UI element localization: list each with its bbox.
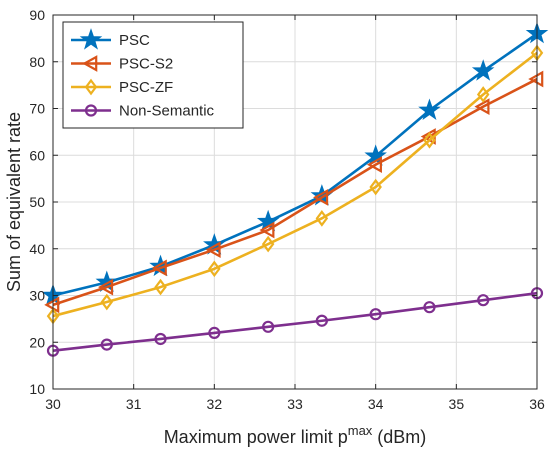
legend-marker bbox=[79, 28, 103, 50]
data-point bbox=[471, 59, 495, 81]
legend-marker bbox=[82, 55, 98, 72]
series-layer bbox=[41, 21, 549, 357]
data-point bbox=[100, 338, 113, 351]
data-point bbox=[154, 278, 167, 296]
data-point bbox=[261, 235, 275, 253]
data-point bbox=[369, 178, 382, 196]
legend-label: PSC-S2 bbox=[119, 56, 173, 73]
legend-marker bbox=[84, 78, 98, 96]
data-point bbox=[315, 314, 328, 327]
legend-label: PSC bbox=[119, 32, 150, 49]
data-point bbox=[476, 86, 490, 103]
series-line bbox=[52, 77, 538, 307]
data-point bbox=[262, 320, 275, 333]
legend-label: Non-Semantic bbox=[119, 103, 215, 120]
data-point bbox=[315, 210, 329, 227]
grid-layer bbox=[52, 14, 538, 390]
x-tick-label: 31 bbox=[126, 396, 142, 412]
y-tick-label: 60 bbox=[29, 147, 45, 163]
series-non-semantic bbox=[46, 287, 544, 357]
data-point bbox=[528, 70, 544, 88]
x-tick-label: 32 bbox=[207, 396, 223, 412]
legend: PSC PSC-S2 PSC-ZF Non-Semantic bbox=[62, 21, 244, 129]
data-point bbox=[423, 131, 436, 149]
data-point bbox=[98, 278, 114, 296]
data-point bbox=[151, 259, 167, 277]
x-axis-label-unit: (dBm) bbox=[372, 427, 426, 447]
x-tick-label: 36 bbox=[529, 396, 545, 412]
y-axis-label: Sum of equivalent rate bbox=[4, 112, 24, 292]
x-tick-label: 34 bbox=[368, 396, 384, 412]
y-tick-label: 40 bbox=[29, 241, 45, 257]
data-point bbox=[100, 293, 114, 311]
series-psc-zf bbox=[46, 44, 544, 325]
data-point bbox=[418, 98, 441, 120]
data-point bbox=[259, 221, 275, 239]
data-point bbox=[366, 156, 382, 173]
x-axis-label: Maximum power limit pmax (dBm) bbox=[164, 423, 427, 447]
series-line bbox=[52, 291, 538, 352]
x-tick-label: 30 bbox=[45, 396, 61, 412]
y-tick-label: 20 bbox=[29, 334, 45, 350]
legend-item: PSC bbox=[71, 28, 150, 50]
data-point bbox=[313, 188, 329, 206]
y-tick-label: 70 bbox=[29, 101, 45, 117]
y-tick-label: 50 bbox=[29, 194, 45, 210]
legend-marker bbox=[84, 104, 98, 117]
x-tick-label: 33 bbox=[287, 396, 303, 412]
x-tick-label: 35 bbox=[449, 396, 465, 412]
data-point bbox=[256, 209, 280, 232]
data-point bbox=[208, 326, 221, 339]
legend-label: PSC-ZF bbox=[119, 79, 173, 96]
x-axis-label-superscript: max bbox=[348, 423, 373, 438]
data-point bbox=[474, 98, 490, 115]
series-line bbox=[52, 32, 538, 297]
data-point bbox=[423, 301, 436, 314]
data-point bbox=[205, 241, 221, 259]
data-point bbox=[364, 144, 387, 166]
y-tick-label: 80 bbox=[29, 54, 45, 70]
legend-item: PSC-ZF bbox=[71, 78, 173, 96]
data-point bbox=[477, 294, 490, 307]
legend-item: Non-Semantic bbox=[71, 103, 215, 120]
data-point bbox=[44, 296, 60, 314]
y-tick-label: 90 bbox=[29, 7, 45, 23]
data-point bbox=[369, 308, 382, 321]
tick-layer: 30 31 32 33 34 35 36 10 20 30 40 50 60 70 80 90 bbox=[29, 7, 545, 412]
series-line bbox=[52, 51, 538, 318]
x-axis-label-main: Maximum power limit p bbox=[164, 427, 348, 447]
y-tick-label: 30 bbox=[29, 288, 45, 304]
legend-item: PSC-S2 bbox=[71, 55, 173, 73]
data-point bbox=[154, 332, 167, 346]
y-tick-label: 10 bbox=[29, 381, 45, 397]
data-point bbox=[208, 260, 221, 278]
